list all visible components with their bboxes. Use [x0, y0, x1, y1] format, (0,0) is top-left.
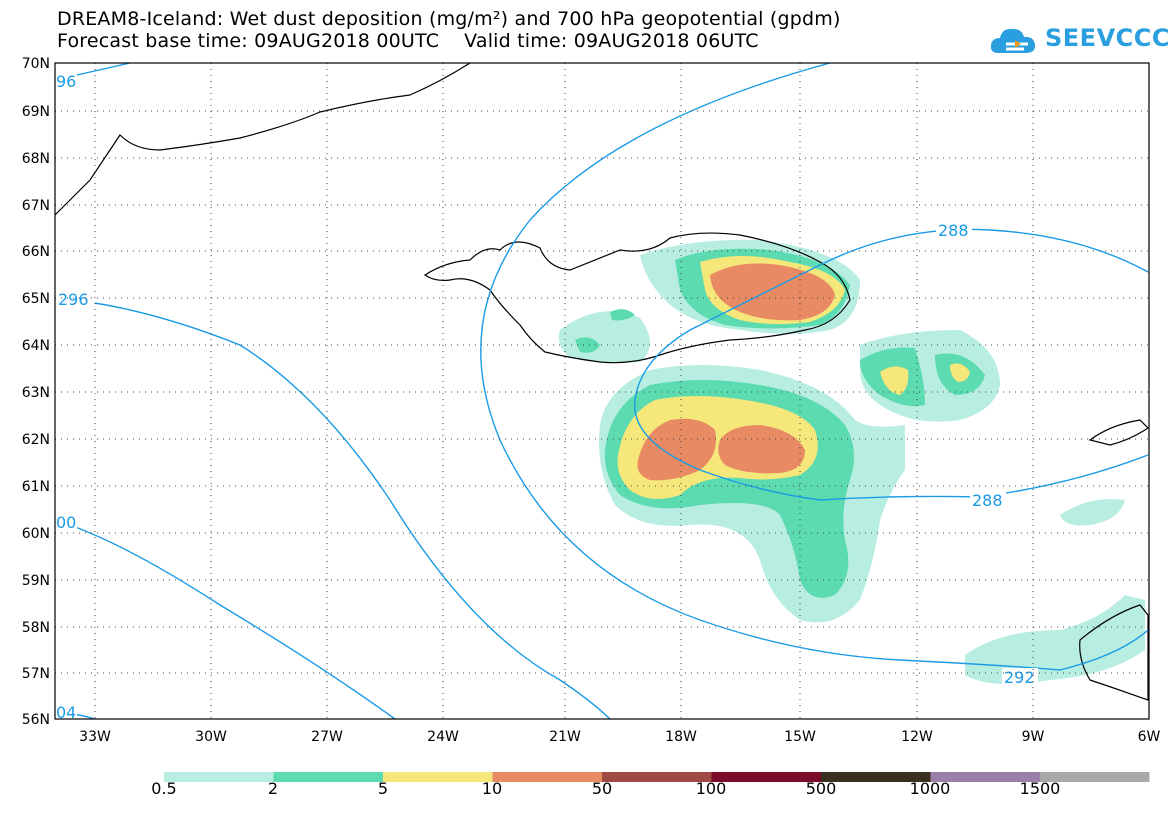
legend-swatch: [383, 772, 493, 782]
lat-label: 63N: [22, 385, 50, 401]
legend-label: 0.5: [151, 779, 177, 798]
lat-label: 70N: [22, 56, 50, 72]
legend-label: 50: [591, 779, 613, 798]
lat-label: 66N: [22, 244, 50, 260]
contour-label-group: 96 296 00 04 288 288 292: [55, 72, 1038, 722]
lat-label: 68N: [22, 151, 50, 167]
lon-label: 24W: [427, 729, 459, 745]
legend-swatch: [602, 772, 712, 782]
legend-swatch: [821, 772, 931, 782]
lat-label: 62N: [22, 432, 50, 448]
lon-label: 27W: [311, 729, 343, 745]
lon-label: 18W: [665, 729, 697, 745]
legend-label: 10: [481, 779, 503, 798]
legend-swatch: [711, 772, 821, 782]
latitude-labels: 70N 69N 68N 67N 66N 65N 64N 63N 62N 61N …: [22, 56, 50, 728]
lat-label: 59N: [22, 573, 50, 589]
lat-label: 65N: [22, 291, 50, 307]
lat-label: 60N: [22, 526, 50, 542]
legend-label: 1500: [1019, 779, 1061, 798]
contour-label: 288: [938, 221, 969, 240]
lat-label: 61N: [22, 479, 50, 495]
contour-label: 00: [56, 513, 76, 532]
dust-deposition-field: [558, 239, 1145, 684]
lat-label: 69N: [22, 104, 50, 120]
forecast-time: Forecast base time: 09AUG2018 00UTC Vali…: [57, 30, 759, 52]
cloud-icon: [990, 28, 1036, 53]
longitude-labels: 33W 30W 27W 24W 21W 18W 15W 12W 9W 6W: [79, 729, 1160, 745]
lat-label: 56N: [22, 712, 50, 728]
map-title: DREAM8-Iceland: Wet dust deposition (mg/…: [57, 8, 841, 30]
lat-label: 58N: [22, 620, 50, 636]
contour-label: 296: [58, 290, 89, 309]
contour-label: 288: [972, 491, 1003, 510]
contour-label: 04: [56, 703, 76, 722]
lat-label: 64N: [22, 338, 50, 354]
legend-colorbar: [164, 772, 1150, 782]
legend-label: 500: [805, 779, 837, 798]
legend-label: 5: [377, 779, 389, 798]
contour-label: 96: [56, 72, 76, 91]
lon-label: 12W: [901, 729, 933, 745]
legend-label: 100: [695, 779, 727, 798]
coastline: [54, 62, 1149, 701]
legend-swatch: [273, 772, 383, 782]
lon-label: 6W: [1138, 729, 1161, 745]
legend-swatch: [930, 772, 1040, 782]
lat-label: 67N: [22, 198, 50, 214]
contour-label: 292: [1004, 668, 1035, 687]
lon-label: 33W: [79, 729, 111, 745]
legend-swatch: [1040, 772, 1150, 782]
logo-text: SEEVCCC: [1045, 24, 1170, 52]
legend-swatch: [492, 772, 602, 782]
legend-label: 2: [267, 779, 279, 798]
graticule: [55, 63, 1149, 719]
legend-swatch: [164, 772, 274, 782]
lon-label: 21W: [549, 729, 581, 745]
lat-label: 57N: [22, 666, 50, 682]
lon-label: 15W: [784, 729, 816, 745]
lon-label: 9W: [1022, 729, 1045, 745]
legend-label: 1000: [909, 779, 951, 798]
lon-label: 30W: [195, 729, 227, 745]
